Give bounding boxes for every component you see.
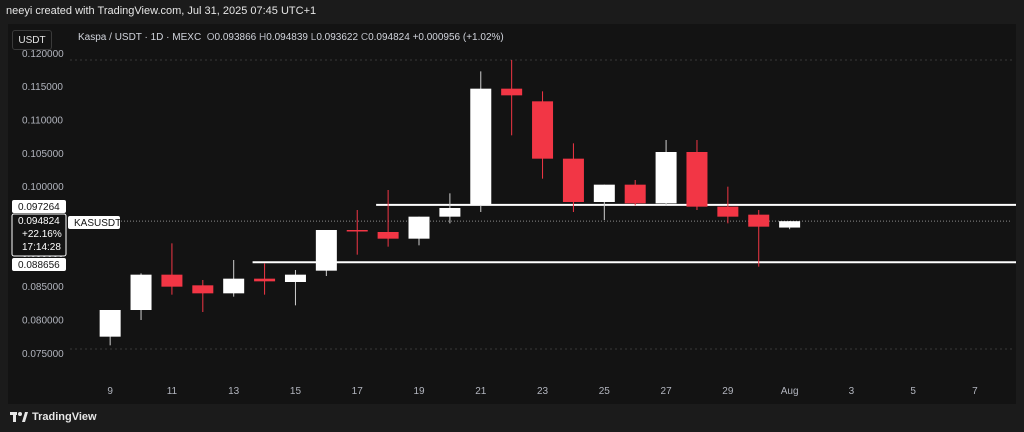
currency-button[interactable]: USDT xyxy=(12,30,52,50)
y-tick-label: 0.120000 xyxy=(22,49,64,60)
candle-body xyxy=(562,158,584,202)
candle-body xyxy=(501,88,523,96)
x-tick-label: 21 xyxy=(475,386,487,397)
legend-pair[interactable]: Kaspa / USDT · 1D · MEXC xyxy=(78,32,202,43)
candle-body xyxy=(130,274,152,310)
tradingview-brand: TradingView xyxy=(32,411,97,423)
candle-body xyxy=(655,152,677,204)
legend-high-value: 0.094839 xyxy=(266,32,308,43)
legend-low-value: 0.093622 xyxy=(316,32,359,43)
x-tick-label: 27 xyxy=(661,386,673,397)
x-tick-label: 7 xyxy=(972,386,978,397)
candle-body xyxy=(686,152,708,207)
y-tick-label: 0.080000 xyxy=(22,316,64,327)
x-tick-label: 23 xyxy=(537,386,549,397)
x-tick-label: 19 xyxy=(413,386,425,397)
candle-body xyxy=(624,184,646,204)
y-tick-label: 0.115000 xyxy=(22,82,63,93)
candle-body xyxy=(192,285,214,294)
candle-body xyxy=(161,274,183,287)
candle-body xyxy=(748,214,770,227)
tradingview-logo-icon xyxy=(10,412,28,422)
x-tick-label: 29 xyxy=(722,386,734,397)
y-tick-label: 0.110000 xyxy=(22,116,63,127)
x-tick-label: Aug xyxy=(781,386,799,397)
horizontal-lines xyxy=(70,203,1016,264)
legend-open-value: 0.093866 xyxy=(214,32,257,43)
ohlc-legend: Kaspa / USDT · 1D · MEXC O0.093866 H0.09… xyxy=(78,32,504,43)
upper-level-tag-bg xyxy=(12,200,66,213)
x-tick-label: 25 xyxy=(599,386,611,397)
footer xyxy=(0,404,1024,432)
candle-body xyxy=(346,230,368,232)
legend-change: +0.000956 (+1.02%) xyxy=(412,32,504,43)
candle-body xyxy=(532,101,554,159)
candle-body xyxy=(779,221,801,228)
grid-layer xyxy=(70,59,1012,350)
price-tags: 0.097264 0.094824 +22.16% 17:14:28 KASUS… xyxy=(11,200,121,271)
x-tick-label: 13 xyxy=(228,386,240,397)
x-tick-label: 9 xyxy=(107,386,113,397)
lower-level-tag-bg xyxy=(12,258,66,271)
current-change-tag: +22.16% xyxy=(22,229,62,240)
countdown-tag: 17:14:28 xyxy=(22,242,61,253)
y-tick-label: 0.100000 xyxy=(22,182,64,193)
candle-body xyxy=(439,208,461,217)
candle-body xyxy=(470,88,492,206)
x-tick-label: 15 xyxy=(290,386,302,397)
candles xyxy=(99,60,801,346)
legend-open-label: O xyxy=(206,32,215,43)
y-tick-label: 0.075000 xyxy=(22,349,64,360)
candle-body xyxy=(315,230,337,271)
y-tick-label: 0.085000 xyxy=(22,282,64,293)
x-tick-label: 3 xyxy=(849,386,855,397)
candle-body xyxy=(284,274,306,282)
legend-low-label: L xyxy=(310,32,317,43)
x-axis-labels: 9 11 13 15 17 19 21 23 25 27 29 Aug 3 5 7 xyxy=(107,386,978,397)
candle-body xyxy=(99,310,121,337)
candle-body xyxy=(377,232,399,239)
x-tick-label: 5 xyxy=(910,386,916,397)
symbol-tag: KASUSDT xyxy=(74,218,121,229)
current-price-tag-bg xyxy=(11,213,67,257)
upper-level-tag: 0.097264 xyxy=(18,202,60,213)
current-price-tag: 0.094824 xyxy=(18,216,60,227)
legend-high-label: H xyxy=(259,32,267,43)
legend-close-label: C xyxy=(360,32,369,43)
candle-body xyxy=(254,278,276,282)
legend-close-value: 0.094824 xyxy=(368,32,410,43)
symbol-tag-bg xyxy=(68,216,120,229)
top-bar: neeyi created with TradingView.com, Jul … xyxy=(0,0,1024,22)
created-by-text: neeyi created with TradingView.com, Jul … xyxy=(6,5,317,17)
candle-body xyxy=(717,206,739,217)
candle-body xyxy=(223,278,245,294)
tradingview-logo[interactable]: TradingView xyxy=(10,411,97,423)
y-tick-label: 0.105000 xyxy=(22,149,64,160)
lower-level-tag: 0.088656 xyxy=(18,260,60,271)
x-tick-label: 17 xyxy=(352,386,364,397)
candle-body xyxy=(593,184,615,202)
x-tick-label: 11 xyxy=(167,386,178,397)
candle-body xyxy=(408,216,430,239)
